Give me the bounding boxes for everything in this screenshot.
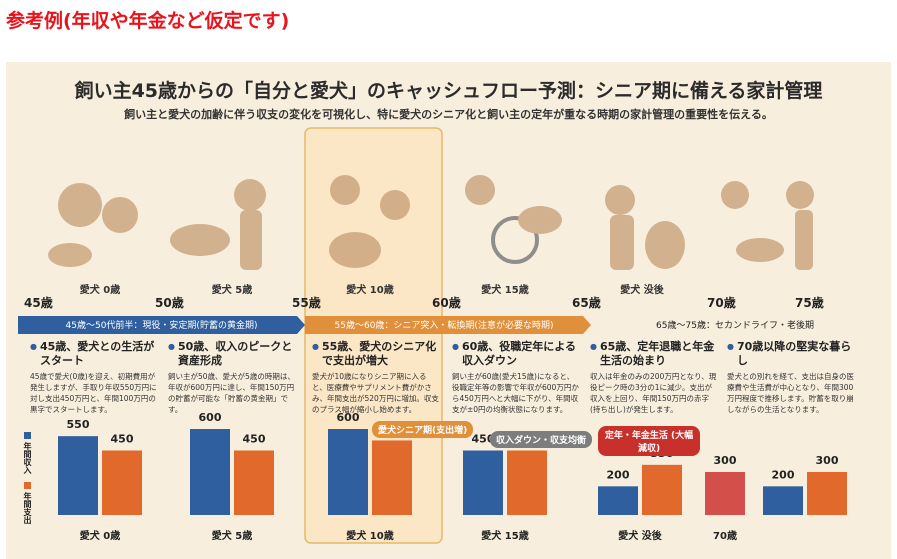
bar <box>763 486 803 515</box>
stage-body: 飼い主が50歳、愛犬が5歳の時期は、年収が600万円に達し、年間150万円の貯蓄… <box>168 372 295 414</box>
phase-label: 45歳～50代前半：現役・安定期(貯蓄の黄金期) <box>65 321 258 331</box>
owner-age: 50歳 <box>155 296 184 310</box>
bar <box>190 429 230 515</box>
value-label: 600 <box>337 411 360 424</box>
stage-body: 愛犬との別れを経て、支出は自身の医療費や生活費が中心となり、年間300万円程度で… <box>727 372 855 414</box>
stage: 70歳以降の堅実な暮らし愛犬との別れを経て、支出は自身の医療費や生活費が中心とな… <box>727 340 855 415</box>
subtitle: 飼い主と愛犬の加齢に伴う収支の変化を可視化し、特に愛犬のシニア化と飼い主の定年が… <box>124 108 773 121</box>
legend-label: 年間支出 <box>23 492 32 524</box>
value-label: 200 <box>772 468 795 481</box>
stage-body: 45歳で愛犬(0歳)を迎え、初期費用が発生しますが、手取り年収550万円に対し支… <box>30 372 157 414</box>
stage-heading: 50歳、収入のピークと資産形成 <box>168 340 296 368</box>
stage-heading: 70歳以降の堅実な暮らし <box>727 340 855 368</box>
legend-label: 年間収入 <box>23 442 32 474</box>
x-tick-label: 愛犬 10歳 <box>346 531 394 542</box>
bar <box>507 450 547 515</box>
dog-age: 愛犬 没後 <box>620 285 664 296</box>
stage-body: 飼い主が60歳(愛犬15歳)になると、役職定年等の影響で年収が600万円から45… <box>452 372 579 414</box>
stage: 50歳、収入のピークと資産形成飼い主が50歳、愛犬が5歳の時期は、年収が600万… <box>168 340 296 415</box>
owner-age: 75歳 <box>795 296 824 310</box>
title: 飼い主45歳からの「自分と愛犬」のキャッシュフロー予測：シニア期に備える家計管理 <box>74 80 823 102</box>
stage: 55歳、愛犬のシニア化で支出が増大愛犬が10歳になりシニア期に入ると、医療費やサ… <box>312 340 440 415</box>
bar <box>328 429 368 515</box>
phase-label: 65歳～75歳：セカンドライフ・老後期 <box>656 321 814 331</box>
bar <box>642 464 682 515</box>
bar <box>102 450 142 515</box>
value-label: 450 <box>472 433 495 446</box>
legend-swatch <box>24 432 31 439</box>
owner-age: 55歳 <box>292 296 321 310</box>
value-label: 300 <box>714 454 737 467</box>
phase-arrow <box>305 316 591 334</box>
stage-heading: 45歳、愛犬との生活がスタート <box>30 340 158 368</box>
value-label: 300 <box>816 454 839 467</box>
dog-age: 愛犬 5歳 <box>211 285 253 296</box>
stage-heading: 60歳、役職定年による収入ダウン <box>452 340 580 368</box>
value-label: 450 <box>243 433 266 446</box>
stage: 65歳、定年退職と年金生活の始まり収入は年金のみの200万円となり、現役ピーク時… <box>590 340 718 415</box>
stage: 60歳、役職定年による収入ダウン飼い主が60歳(愛犬15歳)になると、役職定年等… <box>452 340 580 415</box>
callout: 収入ダウン・収支均衡 <box>490 431 593 448</box>
stage: 45歳、愛犬との生活がスタート 45歳で愛犬(0歳)を迎え、初期費用が発生しますが… <box>30 340 158 415</box>
x-tick-label: 愛犬 没後 <box>618 531 662 542</box>
bar <box>58 436 98 515</box>
value-label: 600 <box>199 411 222 424</box>
bar <box>705 472 745 515</box>
illustrations <box>48 175 814 270</box>
phase-arrow <box>18 316 305 334</box>
phase-label: 55歳～60歳：シニア突入・転換期(注意が必要な時期) <box>334 321 554 331</box>
bar <box>372 440 412 515</box>
x-tick-label: 愛犬 5歳 <box>211 531 253 542</box>
value-label: 450 <box>111 433 134 446</box>
value-label: 200 <box>607 468 630 481</box>
bar <box>463 450 503 515</box>
stage-body: 収入は年金のみの200万円となり、現役ピーク時の3分の1に減少。支出が収入を上回… <box>590 372 717 414</box>
owner-age: 70歳 <box>707 296 736 310</box>
owner-age: 45歳 <box>24 296 53 310</box>
value-label: 550 <box>67 418 90 431</box>
bar <box>807 472 847 515</box>
stage-body: 愛犬が10歳になりシニア期に入ると、医療費やサプリメント費がかさみ、年間支出が5… <box>312 372 439 414</box>
stage-heading: 55歳、愛犬のシニア化で支出が増大 <box>312 340 440 368</box>
bar <box>598 486 638 515</box>
bar <box>234 450 274 515</box>
dog-age: 愛犬 15歳 <box>481 285 529 296</box>
owner-age: 60歳 <box>432 296 461 310</box>
x-tick-label: 愛犬 15歳 <box>481 531 529 542</box>
note: 参考例(年収や年金など仮定です) <box>6 10 290 32</box>
owner-age: 65歳 <box>572 296 601 310</box>
callout: 愛犬シニア期(支出増) <box>372 421 474 438</box>
dog-age: 愛犬 10歳 <box>346 285 394 296</box>
x-tick-label: 70歳 <box>713 531 737 542</box>
stage-heading: 65歳、定年退職と年金生活の始まり <box>590 340 718 368</box>
callout: 定年・年金生活 (大幅減収) <box>598 426 700 456</box>
legend-swatch <box>24 482 31 489</box>
dog-age: 愛犬 0歳 <box>79 285 121 296</box>
x-tick-label: 愛犬 0歳 <box>79 531 121 542</box>
